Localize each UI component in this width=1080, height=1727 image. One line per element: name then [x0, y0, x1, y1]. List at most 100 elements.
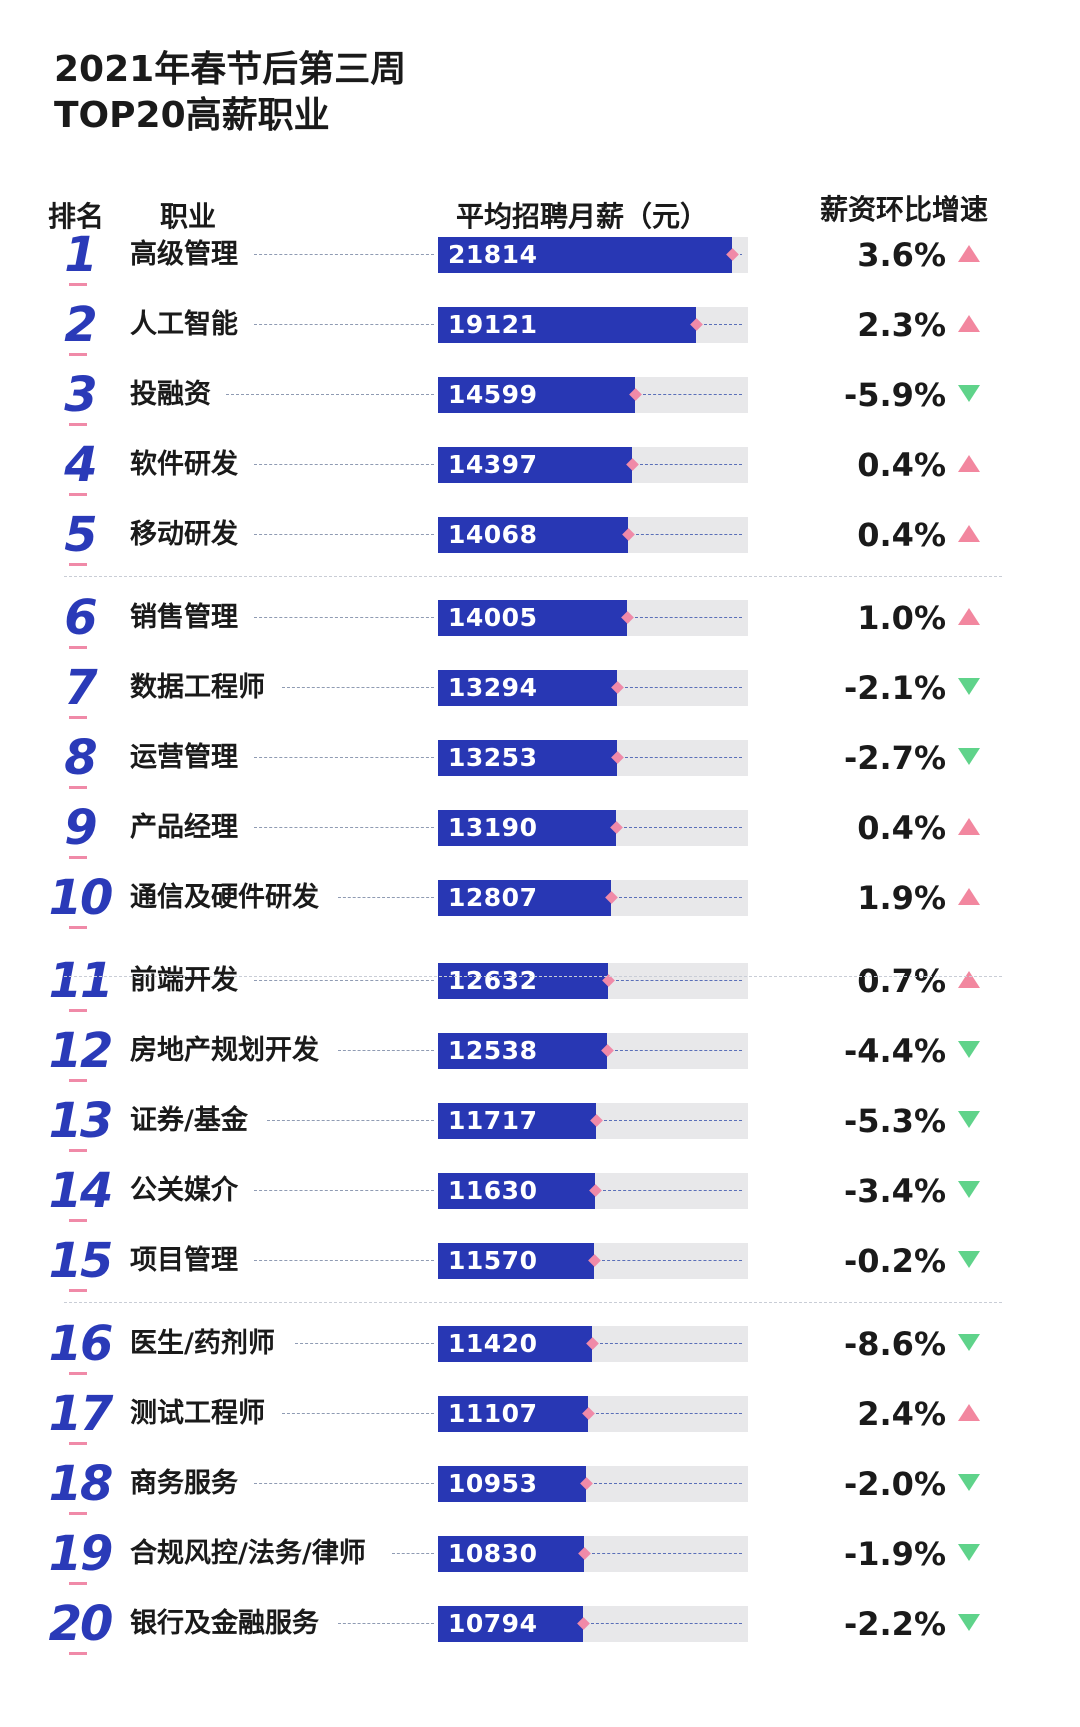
bar-track-dash [596, 1413, 742, 1414]
table-row: 3 投融资 14599 -5.9% [0, 365, 1080, 426]
job-label: 投融资 [130, 379, 211, 410]
triangle-down-icon [958, 1181, 980, 1198]
salary-bar [438, 237, 732, 273]
table-row: 1 高级管理 21814 3.6% [0, 225, 1080, 286]
salary-bar [438, 600, 627, 636]
rank-underline [69, 1009, 87, 1012]
growth-rate: -2.2% [843, 1605, 946, 1643]
bar-track: 14068 [438, 517, 748, 553]
table-row: 20 银行及金融服务 10794 -2.2% [0, 1594, 1080, 1655]
rank-underline [69, 1149, 87, 1152]
bar-track-dash [615, 1050, 742, 1051]
bar-track-dash [625, 687, 742, 688]
job-label: 前端开发 [130, 965, 238, 996]
bar-track: 11630 [438, 1173, 748, 1209]
salary-value: 11717 [448, 1106, 538, 1135]
table-row: 18 商务服务 10953 -2.0% [0, 1454, 1080, 1515]
table-row: 5 移动研发 14068 0.4% [0, 505, 1080, 566]
job-label: 软件研发 [130, 449, 238, 480]
job-label: 产品经理 [130, 812, 238, 843]
salary-bar [438, 377, 635, 413]
bar-track: 10794 [438, 1606, 748, 1642]
rank-number: 8 [64, 730, 97, 786]
table-row: 14 公关媒介 11630 -3.4% [0, 1161, 1080, 1222]
triangle-up-icon [958, 525, 980, 542]
salary-value: 11420 [448, 1329, 538, 1358]
group-divider [64, 576, 1002, 577]
rank-underline [69, 1079, 87, 1082]
leader-line [254, 757, 434, 758]
rank-number: 14 [48, 1163, 114, 1219]
bar-track: 19121 [438, 307, 748, 343]
salary-value: 12632 [448, 966, 538, 995]
salary-bar [438, 447, 632, 483]
table-row: 13 证券/基金 11717 -5.3% [0, 1091, 1080, 1152]
job-label: 高级管理 [130, 239, 238, 270]
rank-number: 17 [48, 1386, 114, 1442]
bar-track-dash [640, 464, 742, 465]
salary-value: 10794 [448, 1609, 538, 1638]
growth-rate: -2.7% [843, 739, 946, 777]
rank-underline [69, 1289, 87, 1292]
bar-track-dash [643, 394, 742, 395]
salary-bar [438, 1466, 586, 1502]
table-row: 16 医生/药剂师 11420 -8.6% [0, 1314, 1080, 1375]
salary-bar [438, 1606, 583, 1642]
triangle-down-icon [958, 1041, 980, 1058]
rank-number: 6 [64, 590, 97, 646]
growth-rate: -2.1% [843, 669, 946, 707]
salary-bar [438, 670, 617, 706]
table-row: 4 软件研发 14397 0.4% [0, 435, 1080, 496]
bar-track-dash [592, 1553, 742, 1554]
growth-rate: 2.4% [857, 1395, 946, 1433]
bar-track: 10830 [438, 1536, 748, 1572]
bar-track: 13294 [438, 670, 748, 706]
bar-track: 13190 [438, 810, 748, 846]
growth-rate: 3.6% [857, 236, 946, 274]
rank-number: 18 [48, 1456, 114, 1512]
bar-track-dash [616, 980, 742, 981]
job-label: 测试工程师 [130, 1398, 265, 1429]
triangle-down-icon [958, 385, 980, 402]
bar-track-dash [740, 254, 742, 255]
rank-number: 11 [48, 953, 114, 1009]
triangle-up-icon [958, 245, 980, 262]
salary-bar [438, 880, 611, 916]
salary-value: 21814 [448, 240, 538, 269]
group-divider [64, 976, 1002, 977]
bar-track: 12538 [438, 1033, 748, 1069]
table-row: 9 产品经理 13190 0.4% [0, 798, 1080, 859]
bar-track: 11570 [438, 1243, 748, 1279]
salary-value: 10953 [448, 1469, 538, 1498]
job-label: 移动研发 [130, 519, 238, 550]
growth-rate: -4.4% [843, 1032, 946, 1070]
rank-underline [69, 423, 87, 426]
rank-underline [69, 646, 87, 649]
triangle-up-icon [958, 888, 980, 905]
leader-line [254, 617, 434, 618]
bar-track-dash [619, 897, 742, 898]
table-row: 6 销售管理 14005 1.0% [0, 588, 1080, 649]
leader-line [338, 1050, 434, 1051]
job-label: 证券/基金 [130, 1105, 248, 1136]
leader-line [282, 687, 434, 688]
job-label: 项目管理 [130, 1245, 238, 1276]
rank-underline [69, 716, 87, 719]
bar-track: 10953 [438, 1466, 748, 1502]
salary-value: 19121 [448, 310, 538, 339]
growth-rate: -1.9% [843, 1535, 946, 1573]
job-label: 公关媒介 [130, 1175, 238, 1206]
triangle-down-icon [958, 1474, 980, 1491]
job-label: 数据工程师 [130, 672, 265, 703]
leader-line [254, 1483, 434, 1484]
growth-rate: -2.0% [843, 1465, 946, 1503]
bar-track-dash [594, 1483, 742, 1484]
leader-line [254, 1190, 434, 1191]
growth-rate: 0.4% [857, 516, 946, 554]
bar-track: 13253 [438, 740, 748, 776]
bar-track: 11107 [438, 1396, 748, 1432]
bar-track: 12807 [438, 880, 748, 916]
growth-rate: -3.4% [843, 1172, 946, 1210]
growth-rate: -8.6% [843, 1325, 946, 1363]
job-label: 商务服务 [130, 1468, 238, 1499]
